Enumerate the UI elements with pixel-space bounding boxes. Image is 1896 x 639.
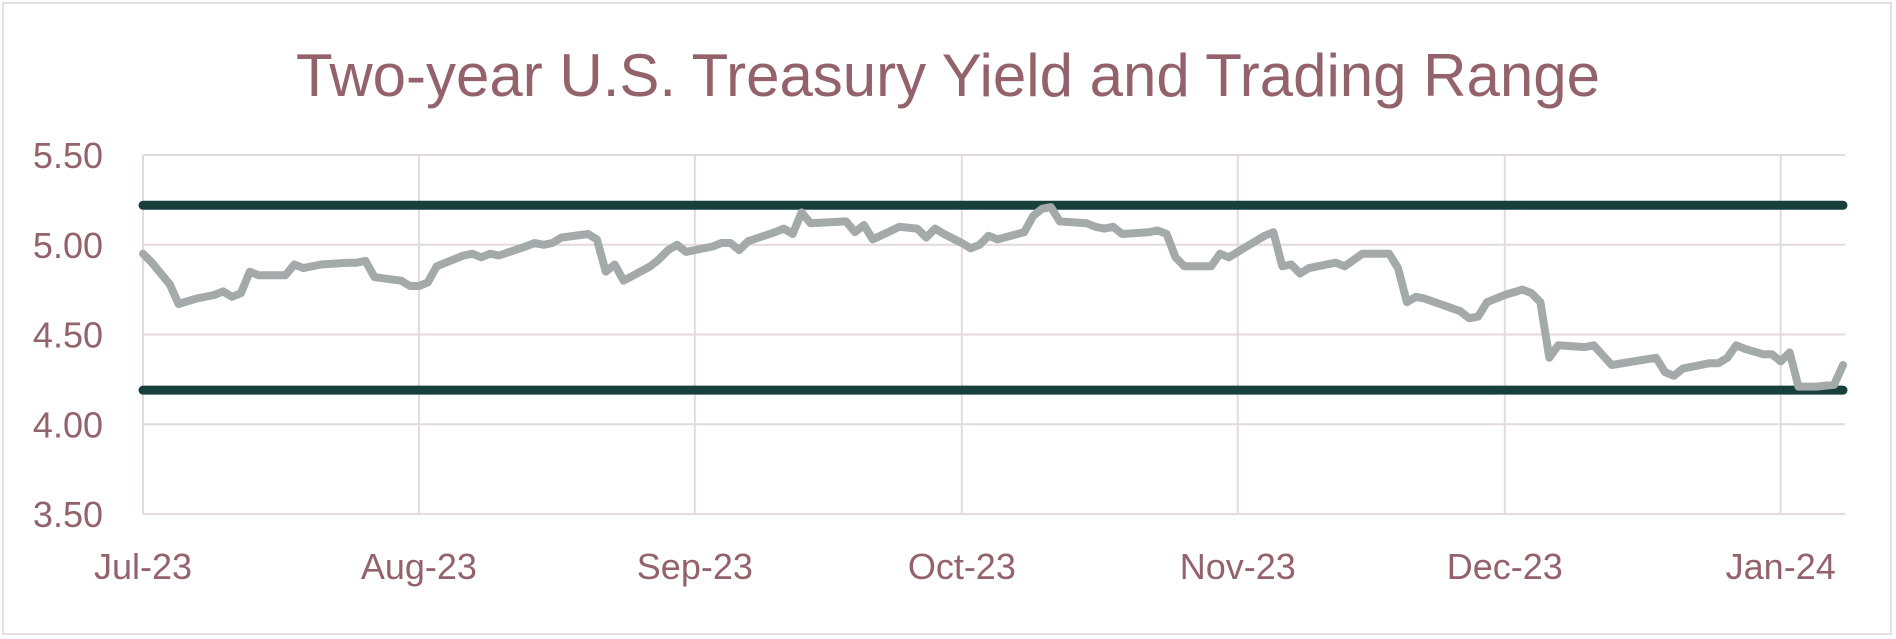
x-tick-label: Jan-24: [1726, 546, 1836, 587]
x-axis-ticks: Jul-23 Aug-23 Sep-23 Oct-23 Nov-23 Dec-23 Jan-…: [94, 546, 1836, 587]
y-tick-label: 5.50: [33, 135, 103, 176]
grid: [142, 154, 1845, 515]
y-tick-label: 3.50: [33, 494, 103, 535]
y-tick-label: 4.50: [33, 315, 103, 356]
x-tick-label: Aug-23: [361, 546, 477, 587]
x-tick-label: Sep-23: [637, 546, 753, 587]
series-line: [139, 203, 1847, 391]
series-layer: [139, 203, 1847, 391]
chart-title: Two-year U.S. Treasury Yield and Trading…: [296, 42, 1600, 109]
y-axis-ticks: 3.50 4.00 4.50 5.00 5.50: [33, 135, 103, 535]
x-tick-label: Jul-23: [94, 546, 192, 587]
trading-range: [138, 200, 1848, 395]
y-tick-label: 4.00: [33, 404, 103, 445]
y-tick-label: 5.00: [33, 225, 103, 266]
x-tick-label: Dec-23: [1447, 546, 1563, 587]
x-tick-label: Oct-23: [908, 546, 1016, 587]
x-tick-label: Nov-23: [1180, 546, 1296, 587]
